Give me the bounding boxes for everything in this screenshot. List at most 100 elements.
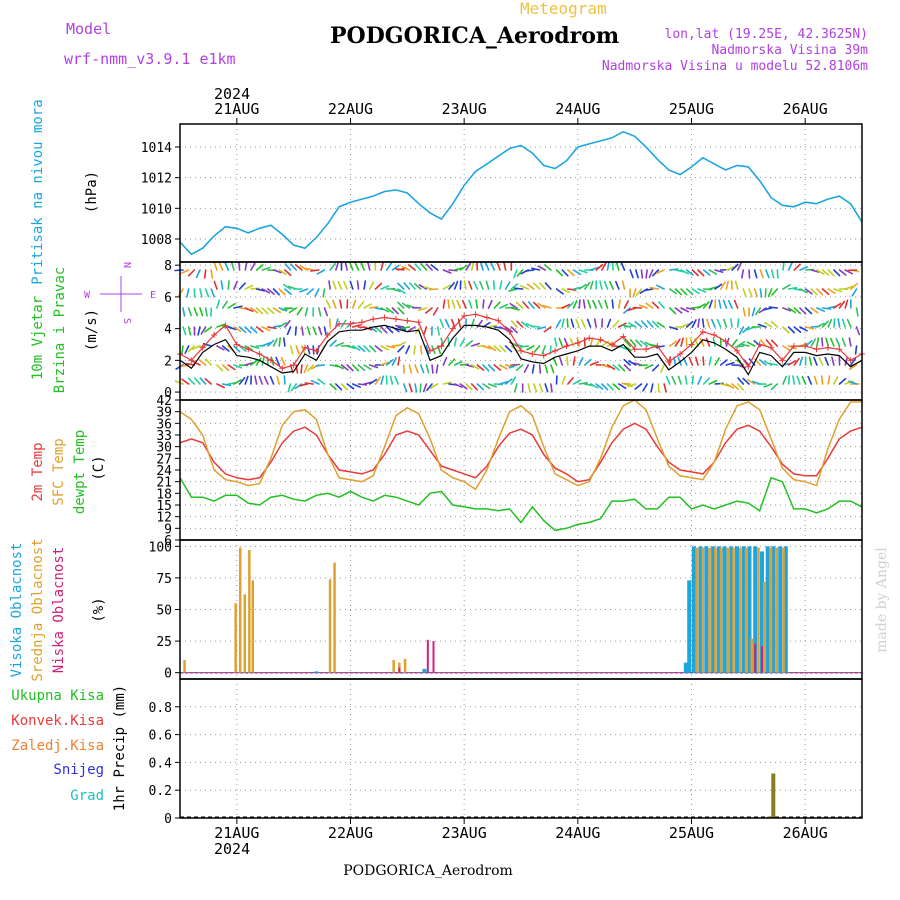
model-label: Model xyxy=(66,20,111,38)
temp-unit: (C) xyxy=(91,455,107,480)
wind-barb xyxy=(329,383,337,391)
mid-cloud-bar xyxy=(763,581,766,673)
wind-barb xyxy=(543,326,552,333)
wind-barb xyxy=(493,301,501,309)
wind-barb xyxy=(541,345,547,355)
wind-barb xyxy=(821,307,832,310)
wind-barb xyxy=(677,375,682,385)
wind-barb xyxy=(628,360,637,366)
wind-ytick-label: 8 xyxy=(164,259,172,274)
wind-barb xyxy=(419,364,425,374)
wind-barb xyxy=(708,356,712,366)
wind-barb xyxy=(737,377,745,385)
wind-barb xyxy=(351,345,361,351)
wind-barb xyxy=(475,299,479,309)
wind-barb xyxy=(799,307,807,315)
wind-barb xyxy=(782,261,785,271)
wind-barb xyxy=(835,337,841,347)
wind-barb xyxy=(844,269,854,275)
wind-barb xyxy=(520,321,530,328)
wind-barb xyxy=(770,383,779,391)
wind-barb xyxy=(702,377,711,385)
wind-barb xyxy=(380,261,384,271)
wind-barb xyxy=(623,364,632,372)
precip-frame xyxy=(179,678,863,819)
wind-barb xyxy=(447,299,450,309)
clouds-ytick-label: 0 xyxy=(164,667,172,682)
wind-barb xyxy=(385,345,396,349)
wind-barb xyxy=(651,269,660,277)
wind-barb xyxy=(335,261,340,271)
wind-barb xyxy=(765,269,770,279)
wind-barb xyxy=(368,378,378,385)
wind-barb xyxy=(328,280,331,290)
wind-barb xyxy=(587,299,592,309)
wind-barb xyxy=(536,326,547,330)
wind-barb xyxy=(770,320,779,328)
wind-barb xyxy=(284,269,292,277)
wind-barb xyxy=(816,337,820,347)
wind-barb xyxy=(513,269,518,279)
wind-barb xyxy=(589,361,599,366)
wind-barb xyxy=(439,318,445,328)
wind-barb xyxy=(448,282,456,290)
wind-barb xyxy=(816,322,825,328)
high-cloud-bar xyxy=(765,546,770,673)
wind-barb xyxy=(572,356,576,366)
wind-barb xyxy=(233,345,241,353)
wind-barb xyxy=(742,307,746,317)
wind-barb xyxy=(510,283,519,290)
wind-barb xyxy=(261,326,271,332)
temperature-ytick-label: 30 xyxy=(156,441,172,456)
high-cloud-bar xyxy=(760,551,764,673)
wind-barb xyxy=(855,307,859,317)
wind-barb xyxy=(351,383,362,389)
wind-barb xyxy=(296,307,303,316)
wind-barb xyxy=(561,269,569,277)
wind-barb xyxy=(493,345,502,353)
wind-barb xyxy=(317,378,326,385)
wind-barb xyxy=(205,358,213,366)
wind-barb xyxy=(368,306,379,309)
wind-barb xyxy=(457,318,462,328)
wind-barb xyxy=(708,286,718,290)
wind-barb xyxy=(782,307,792,312)
wind-barb xyxy=(335,342,345,347)
wind-barb xyxy=(722,299,728,309)
wind-barb xyxy=(561,303,571,309)
dewpoint-line xyxy=(179,476,863,532)
wind-barb xyxy=(357,301,365,309)
wind-barb xyxy=(380,307,390,313)
top-day-label: 21AUG xyxy=(214,100,259,118)
wind-barb xyxy=(759,269,764,279)
mid-cloud-bar xyxy=(695,547,699,673)
wind-barb xyxy=(731,263,739,271)
wind-barb xyxy=(335,364,344,370)
clouds-ytick-label: 100 xyxy=(149,540,172,555)
temperature-ytick-label: 33 xyxy=(156,429,172,444)
wind-barb xyxy=(304,307,309,317)
wind-barb xyxy=(799,288,809,294)
wind-barb xyxy=(238,282,246,290)
wind-barb xyxy=(357,364,366,372)
wind-barb xyxy=(648,269,654,279)
wind-barb xyxy=(470,261,475,271)
wind-barb xyxy=(770,269,775,279)
wind-barb xyxy=(578,269,588,274)
wind-barb xyxy=(764,321,773,328)
wind-barb xyxy=(538,383,544,393)
wind-barb xyxy=(537,265,547,271)
wind-barb xyxy=(526,345,535,351)
wind-barb xyxy=(414,383,418,393)
wind-barb xyxy=(221,364,230,372)
wind-barb xyxy=(714,283,723,290)
wind-barb xyxy=(391,307,399,315)
wind-barb xyxy=(269,375,275,385)
wind-barb xyxy=(420,263,428,271)
wind-barb xyxy=(716,318,722,328)
wind-barb xyxy=(601,262,607,271)
wind-barb xyxy=(380,285,390,290)
wind-barb xyxy=(635,288,643,297)
top-year-label: 2024 xyxy=(214,85,250,103)
